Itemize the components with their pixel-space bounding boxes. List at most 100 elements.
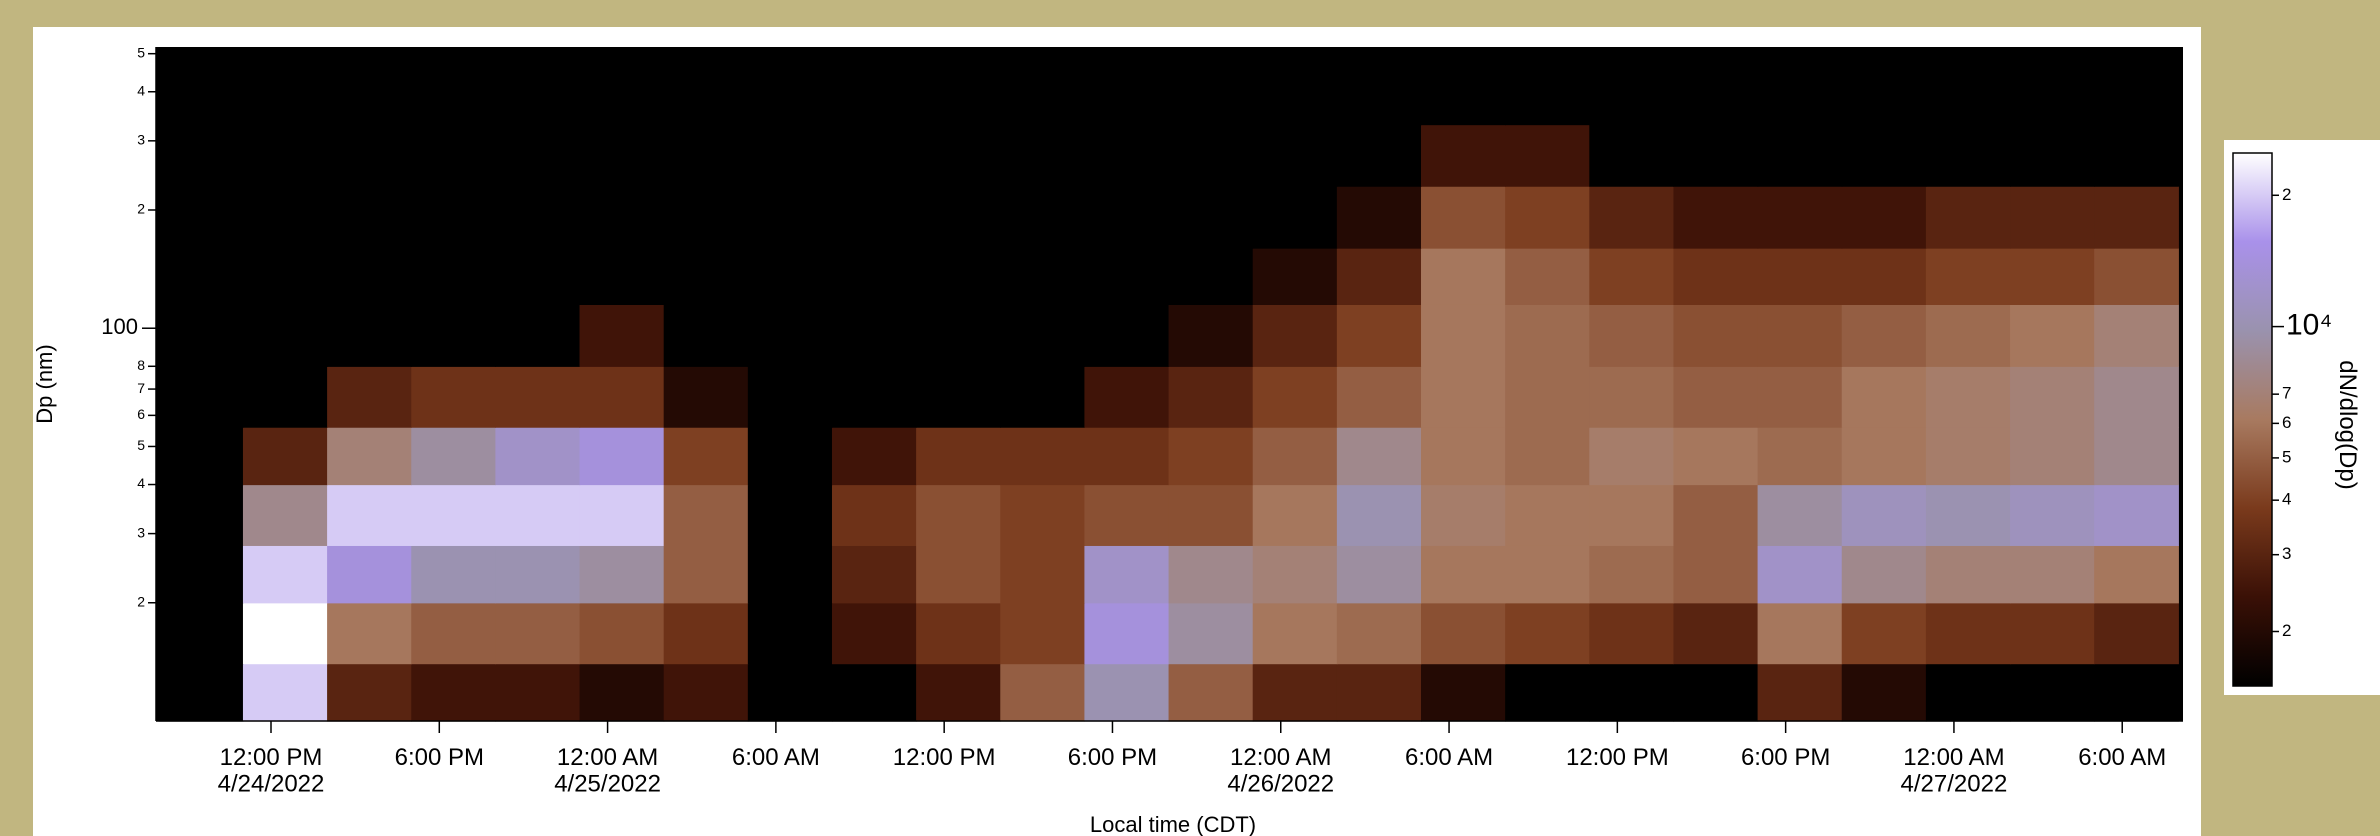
colorbar-tick-label: 3 bbox=[2282, 544, 2291, 563]
heatmap-cell bbox=[1841, 124, 1927, 187]
heatmap-cell bbox=[2094, 484, 2179, 546]
heatmap-cell bbox=[242, 602, 328, 665]
x-tick-label: 6:00 AM bbox=[1405, 744, 1493, 771]
heatmap-cell bbox=[1757, 248, 1843, 305]
heatmap-cell bbox=[1841, 248, 1927, 305]
heatmap-cell bbox=[1000, 304, 1086, 367]
x-tick-label: 12:00 AM 4/25/2022 bbox=[554, 744, 661, 797]
heatmap-cell bbox=[327, 484, 412, 546]
heatmap-cell bbox=[1252, 427, 1338, 486]
heatmap-cell bbox=[1925, 47, 2011, 126]
heatmap-cell bbox=[158, 248, 244, 305]
heatmap-cell bbox=[2010, 124, 2095, 187]
heatmap-cell bbox=[1421, 304, 1506, 367]
heatmap-cell bbox=[1589, 484, 1675, 546]
heatmap-cell bbox=[1336, 47, 1422, 126]
heatmap-cell bbox=[242, 248, 328, 305]
heatmap-cell bbox=[2010, 484, 2095, 546]
heatmap-cell bbox=[1168, 304, 1254, 367]
heatmap-cell bbox=[1084, 663, 1170, 722]
heatmap-cell bbox=[1336, 186, 1422, 249]
heatmap-cell bbox=[2010, 248, 2095, 305]
heatmap-cell bbox=[1841, 47, 1927, 126]
heatmap-cell bbox=[1925, 304, 2011, 367]
heatmap-cell bbox=[158, 602, 244, 665]
heatmap-cell bbox=[1505, 484, 1590, 546]
heatmap-cell bbox=[2094, 186, 2179, 249]
heatmap-cell bbox=[158, 366, 244, 428]
heatmap-cell bbox=[1841, 484, 1927, 546]
heatmap-cell bbox=[747, 248, 833, 305]
heatmap-cell bbox=[1000, 602, 1086, 665]
heatmap-cell bbox=[1336, 248, 1422, 305]
heatmap-cell bbox=[2010, 602, 2095, 665]
heatmap-cell bbox=[1589, 427, 1675, 486]
colorbar-tick-label: 10⁴ bbox=[2286, 309, 2332, 342]
heatmap-cell bbox=[831, 124, 917, 187]
heatmap-cell bbox=[1841, 602, 1927, 665]
heatmap-cell bbox=[327, 663, 412, 722]
heatmap-cell bbox=[579, 663, 665, 722]
heatmap-cell bbox=[1000, 427, 1086, 486]
heatmap-cell bbox=[1000, 663, 1086, 722]
heatmap-cell bbox=[1757, 484, 1843, 546]
heatmap-cell bbox=[495, 663, 581, 722]
heatmap-cell bbox=[158, 47, 244, 126]
x-tick-label: 6:00 AM bbox=[732, 744, 820, 771]
heatmap-cell bbox=[1673, 366, 1759, 428]
heatmap-cell bbox=[1000, 484, 1086, 546]
heatmap-cell bbox=[831, 186, 917, 249]
heatmap-cell bbox=[1421, 663, 1506, 722]
heatmap-cell bbox=[2010, 47, 2095, 126]
heatmap-cell bbox=[747, 545, 833, 604]
heatmap-cell bbox=[2010, 545, 2095, 604]
heatmap-cell bbox=[916, 124, 1001, 187]
heatmap-cell bbox=[495, 545, 581, 604]
heatmap-cell bbox=[1925, 427, 2011, 486]
heatmap-cell bbox=[579, 304, 665, 367]
heatmap-cell bbox=[1673, 427, 1759, 486]
heatmap-cell bbox=[1505, 663, 1590, 722]
heatmap-cell bbox=[158, 484, 244, 546]
heatmap-cell bbox=[1168, 545, 1254, 604]
heatmap-cell bbox=[1757, 186, 1843, 249]
heatmap-cell bbox=[2010, 427, 2095, 486]
colorbar-label: dN/dlog(Dp) bbox=[2334, 360, 2361, 489]
heatmap-cell bbox=[1252, 545, 1338, 604]
heatmap-cell bbox=[579, 484, 665, 546]
heatmap-cell bbox=[1168, 186, 1254, 249]
heatmap-cell bbox=[663, 248, 749, 305]
heatmap-cell bbox=[1841, 304, 1927, 367]
heatmap-cell bbox=[831, 545, 917, 604]
heatmap-cell bbox=[663, 663, 749, 722]
x-tick-label: 6:00 AM bbox=[2078, 744, 2166, 771]
heatmap-cell bbox=[747, 47, 833, 126]
heatmap-cell bbox=[831, 602, 917, 665]
heatmap-cell bbox=[579, 545, 665, 604]
heatmap-cell bbox=[1252, 484, 1338, 546]
heatmap-cell bbox=[327, 427, 412, 486]
heatmap-cell bbox=[1589, 545, 1675, 604]
heatmap-cell bbox=[579, 427, 665, 486]
heatmap-cell bbox=[1925, 366, 2011, 428]
colorbar-tick-label: 5 bbox=[2282, 447, 2291, 466]
heatmap-cell bbox=[2094, 47, 2179, 126]
heatmap-cell bbox=[663, 366, 749, 428]
heatmap-cell bbox=[916, 663, 1001, 722]
heatmap-cell bbox=[1084, 366, 1170, 428]
heatmap-cell bbox=[916, 248, 1001, 305]
y-tick-label: 3 bbox=[137, 132, 145, 148]
heatmap-cell bbox=[579, 47, 665, 126]
heatmap-cell bbox=[663, 124, 749, 187]
heatmap-cell bbox=[1000, 248, 1086, 305]
heatmap-cell bbox=[411, 484, 496, 546]
heatmap-cell bbox=[1421, 186, 1506, 249]
heatmap-cell bbox=[327, 366, 412, 428]
heatmap-cell bbox=[1589, 47, 1675, 126]
heatmap-cell bbox=[1673, 602, 1759, 665]
heatmap-cell bbox=[747, 366, 833, 428]
heatmap-cell bbox=[495, 427, 581, 486]
heatmap-cell bbox=[2094, 602, 2179, 665]
heatmap-cell bbox=[579, 248, 665, 305]
